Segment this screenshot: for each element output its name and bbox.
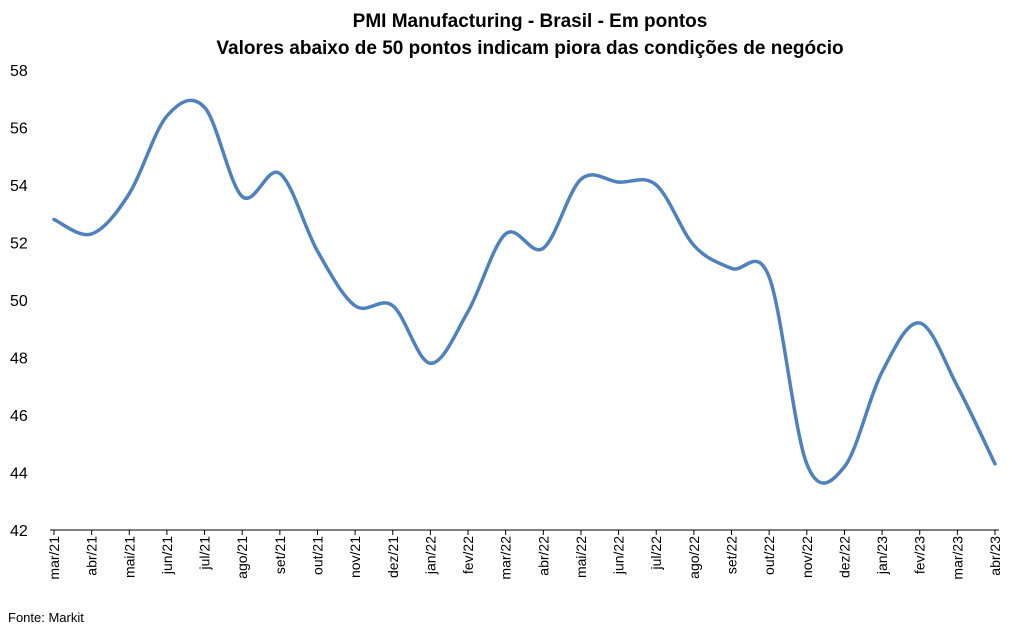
x-tick-label: out/22: [761, 536, 777, 575]
chart-title-block: PMI Manufacturing - Brasil - Em pontos V…: [0, 8, 1012, 62]
x-tick-label: jan/22: [422, 536, 438, 575]
y-tick-label: 52: [10, 236, 28, 253]
x-tick-label: nov/21: [347, 536, 363, 578]
y-tick-label: 44: [10, 466, 28, 483]
x-tick-label: mai/21: [121, 536, 137, 578]
x-tick-label: abr/23: [987, 536, 1003, 576]
x-tick-label: abr/22: [535, 536, 551, 576]
x-tick-label: set/22: [724, 536, 740, 574]
chart-subtitle: Valores abaixo de 50 pontos indicam pior…: [216, 38, 844, 59]
x-tick-label: jan/23: [874, 536, 890, 575]
x-tick-label: fev/23: [912, 536, 928, 574]
x-tick-label: jul/22: [648, 536, 664, 571]
x-tick-label: dez/22: [836, 536, 852, 578]
source-note: Fonte: Markit: [8, 610, 84, 625]
y-tick-label: 54: [10, 178, 28, 195]
x-tick-label: jun/21: [159, 536, 175, 575]
x-tick-label: mar/21: [46, 536, 62, 580]
x-tick-label: dez/21: [385, 536, 401, 578]
y-tick-label: 42: [10, 523, 28, 540]
chart-title: PMI Manufacturing - Brasil - Em pontos: [352, 11, 708, 32]
x-tick-label: out/21: [309, 536, 325, 575]
x-tick-label: set/21: [272, 536, 288, 574]
x-tick-label: mar/23: [949, 536, 965, 580]
y-tick-label: 56: [10, 121, 28, 138]
x-tick-label: jun/22: [611, 536, 627, 575]
y-tick-label: 58: [10, 63, 28, 80]
x-tick-label: mai/22: [573, 536, 589, 578]
y-tick-label: 48: [10, 351, 28, 368]
y-tick-label: 46: [10, 408, 28, 425]
x-tick-label: jul/21: [197, 536, 213, 571]
x-tick-label: fev/22: [460, 536, 476, 574]
y-tick-label: 50: [10, 293, 28, 310]
x-tick-label: mar/22: [498, 536, 514, 580]
x-tick-label: abr/21: [84, 536, 100, 576]
x-tick-label: ago/22: [686, 536, 702, 579]
x-tick-label: ago/21: [234, 536, 250, 579]
x-tick-label: nov/22: [799, 536, 815, 578]
series-line-pmi: [52, 98, 997, 485]
